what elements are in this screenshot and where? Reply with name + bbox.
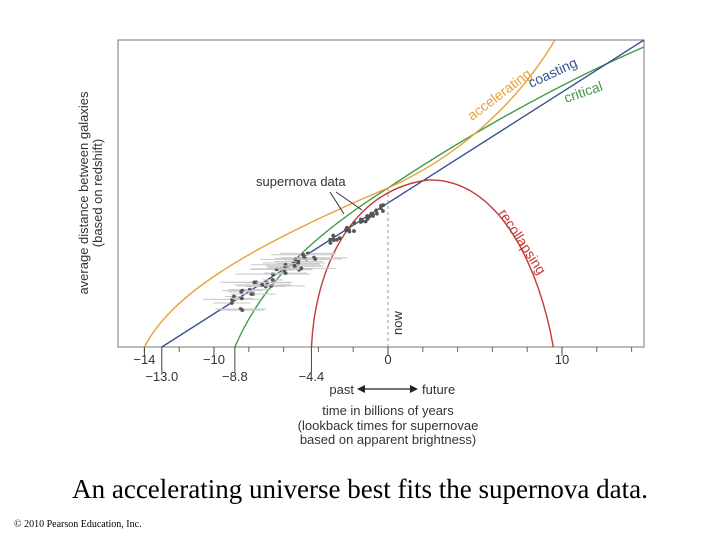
- supernova-point: [283, 271, 288, 276]
- supernova-point: [292, 263, 297, 268]
- y-axis-label-line-2: (based on redshift): [90, 139, 105, 247]
- x-tick-label: 10: [555, 352, 569, 367]
- y-axis-label-line-1: average distance between galaxies: [76, 91, 91, 295]
- x-tick-label-lower: −8.8: [222, 369, 248, 384]
- future-arrowhead: [410, 385, 418, 393]
- past-arrowhead: [357, 385, 365, 393]
- supernova-point: [328, 241, 333, 245]
- supernova-point: [232, 294, 236, 299]
- supernova-annotation: supernova data: [256, 174, 346, 189]
- supernova-point: [301, 252, 305, 257]
- supernova-point: [363, 219, 368, 224]
- curve-label-accelerating: accelerating: [464, 65, 534, 123]
- supernova-point: [344, 228, 349, 233]
- supernova-point: [229, 301, 234, 305]
- annotation-arrow-1: [329, 191, 345, 215]
- annotation-arrow-2: [335, 191, 363, 211]
- future-label: future: [422, 382, 455, 397]
- x-axis-label-line-1: time in billions of years: [322, 403, 454, 418]
- supernova-point: [374, 208, 379, 213]
- supernova-point: [239, 289, 244, 294]
- x-tick-label: 0: [384, 352, 391, 367]
- supernova-point: [358, 220, 363, 224]
- supernova-point: [252, 280, 257, 285]
- chart: average distance between galaxies (based…: [76, 39, 645, 447]
- plot-frame: [117, 39, 645, 348]
- supernova-point: [352, 229, 356, 233]
- supernova-point: [365, 216, 370, 221]
- supernova-point: [296, 259, 301, 264]
- x-axis-label-line-3: based on apparent brightness): [300, 432, 476, 447]
- supernova-point: [313, 257, 318, 261]
- supernova-point: [331, 233, 336, 238]
- supernova-point: [240, 308, 245, 313]
- supernova-point: [249, 292, 254, 296]
- now-label: now: [390, 311, 405, 335]
- supernova-point: [337, 236, 342, 241]
- x-tick-label-lower: −13.0: [145, 369, 178, 384]
- supernova-point: [328, 237, 333, 242]
- curve-label-recollapsing: recollapsing: [495, 206, 549, 277]
- curve-label-coasting: coasting: [526, 54, 580, 91]
- supernova-point: [374, 211, 379, 216]
- x-tick-label-lower: −4.4: [299, 369, 325, 384]
- supernova-point: [381, 209, 385, 213]
- x-axis-label-line-2: (lookback times for supernovae: [298, 418, 479, 433]
- coasting-curve: [161, 39, 645, 348]
- supernova-point: [332, 238, 336, 242]
- past-label: past: [329, 382, 354, 397]
- supernova-point: [239, 296, 244, 301]
- supernova-point: [365, 214, 370, 218]
- recollapsing-curve: [310, 179, 554, 348]
- supernova-point: [260, 282, 265, 287]
- supernova-point: [379, 203, 383, 208]
- supernova-data-points: [202, 203, 386, 313]
- accelerating-curve: [143, 39, 556, 348]
- caption: An accelerating universe best fits the s…: [72, 474, 648, 504]
- supernova-point: [270, 278, 275, 282]
- supernova-point: [299, 266, 304, 271]
- supernova-point: [352, 221, 357, 225]
- x-tick-label: −14: [133, 352, 155, 367]
- x-tick-label: −10: [203, 352, 225, 367]
- copyright: © 2010 Pearson Education, Inc.: [14, 519, 142, 530]
- supernova-point: [371, 214, 375, 218]
